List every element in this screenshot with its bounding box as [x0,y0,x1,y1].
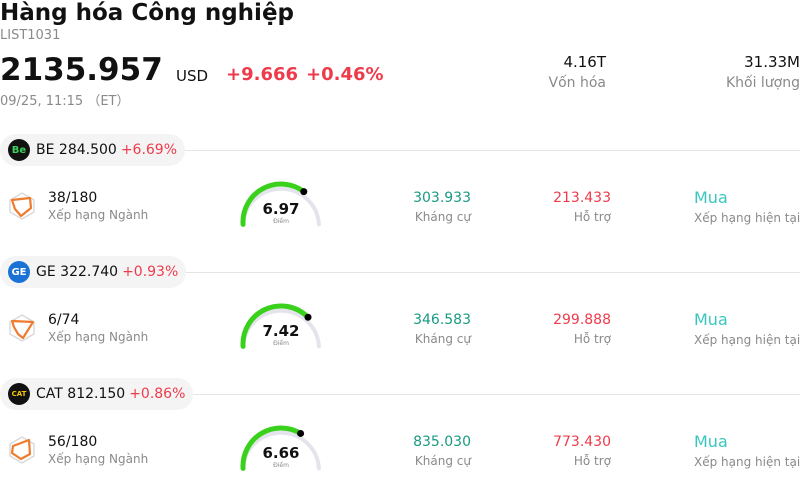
industry-rank-label: Xếp hạng Ngành [48,208,149,222]
recommendation: Mua Xếp hạng hiện tại [694,188,800,225]
industry-rank-label: Xếp hạng Ngành [48,330,149,344]
score-gauge [240,181,321,227]
score-label: Điểm [273,340,289,347]
score-value: 6.97 [262,200,300,218]
volume-label: Khối lượng [725,75,800,91]
support-value: 299.888 [553,312,611,328]
ticker-label: GE 322.740 [36,264,119,280]
resistance-value: 303.933 [413,190,471,206]
ticker-label: CAT 812.150 [36,386,126,402]
score-value: 6.66 [262,444,300,462]
recommendation-value: Mua [694,432,728,451]
recommendation: Mua Xếp hạng hiện tại [694,310,800,347]
resistance-value: 835.030 [413,434,471,450]
recommendation: Mua Xếp hạng hiện tại [694,432,800,469]
volume-value: 31.33M [744,53,800,71]
resistance: 835.030 Kháng cự [413,434,471,468]
page-title: Hàng hóa Công nghiệp [0,0,295,26]
stock-change: +0.93% [122,264,179,280]
resistance: 346.583 Kháng cự [413,312,471,346]
stock-pill[interactable]: Be BE 284.500 +6.69% [0,134,186,166]
divider [180,150,800,151]
industry-rank: 6/74 [48,312,80,328]
score-gauge [240,425,321,471]
resistance-value: 346.583 [413,312,471,328]
support-label: Hỗ trợ [573,454,611,468]
index-price: 2135.957 [0,52,163,88]
company-logo-icon: CAT [8,383,30,405]
support: 213.433 Hỗ trợ [553,190,611,224]
score-value: 7.42 [262,322,300,340]
recommendation-label: Xếp hạng hiện tại [694,455,800,469]
company-logo-icon: Be [8,139,30,161]
company-logo-icon: GE [8,261,30,283]
industry-rank: 56/180 [48,434,98,450]
recommendation-label: Xếp hạng hiện tại [694,211,800,225]
stock-item[interactable]: GE GE 322.740 +0.93% 6/74 Xếp hạng Ngành… [0,256,800,378]
recommendation-label: Xếp hạng hiện tại [694,333,800,347]
ticker-label: BE 284.500 [36,142,117,158]
support-label: Hỗ trợ [573,332,611,346]
support: 299.888 Hỗ trợ [553,312,611,346]
recommendation-value: Mua [694,188,728,207]
change-percent: +0.46% [306,64,384,85]
list-code: LIST1031 [0,28,61,43]
resistance-label: Kháng cự [414,210,471,224]
stock-item[interactable]: CAT CAT 812.150 +0.86% 56/180 Xếp hạng N… [0,378,800,488]
divider [180,272,800,273]
support-label: Hỗ trợ [573,210,611,224]
price-change: +9.666 +0.46% [226,64,384,85]
stock-item[interactable]: Be BE 284.500 +6.69% 38/180 Xếp hạng Ngà… [0,134,800,256]
support-value: 773.430 [553,434,611,450]
volume-stat: 31.33M Khối lượng [726,53,800,91]
score-label: Điểm [273,218,289,225]
stock-change: +6.69% [120,142,178,158]
support: 773.430 Hỗ trợ [553,434,611,468]
recommendation-value: Mua [694,310,728,329]
market-cap-label: Vốn hóa [548,75,606,91]
score-label: Điểm [273,462,289,469]
industry-rank-icon [9,314,35,342]
market-cap-stat: 4.16T Vốn hóa [549,53,606,91]
stock-change: +0.86% [129,386,186,402]
market-cap-value: 4.16T [563,53,606,71]
stock-pill[interactable]: GE GE 322.740 +0.93% [0,256,187,288]
currency-label: USD [176,67,209,85]
industry-rank-icon [9,436,35,464]
industry-rank-icon [9,192,35,220]
resistance-label: Kháng cự [414,454,471,468]
support-value: 213.433 [553,190,611,206]
score-gauge [240,303,321,349]
divider [180,394,800,395]
industry-rank: 38/180 [48,190,98,206]
change-absolute: +9.666 [226,64,299,85]
resistance-label: Kháng cự [414,332,471,346]
resistance: 303.933 Kháng cự [413,190,471,224]
stock-pill[interactable]: CAT CAT 812.150 +0.86% [0,378,194,410]
industry-rank-label: Xếp hạng Ngành [48,452,149,466]
timestamp: 09/25, 11:15 （ET） [0,94,130,109]
